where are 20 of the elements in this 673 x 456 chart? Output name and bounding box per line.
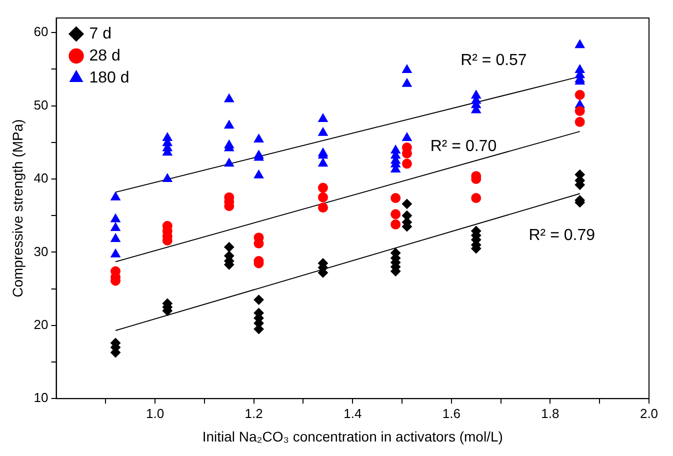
x-tick-label: 1.8 [541,406,560,421]
y-tick-label: 30 [34,244,48,259]
x-tick-label: 1.0 [146,406,164,421]
x-axis-title: Initial Na₂CO₃ concentration in activators (mol/L) [202,428,503,444]
annotation: R² = 0.57 [460,52,527,70]
x-tick-label: 1.6 [442,406,460,421]
y-axis-title: Compressive strength (MPa) [9,119,26,298]
y-tick-label: 40 [34,170,48,186]
annotation: R² = 0.70 [430,138,497,156]
y-tick-label: 20 [34,316,48,332]
legend-label: 180 d [89,69,130,86]
y-tick-label: 50 [34,97,48,112]
annotation: R² = 0.79 [528,227,596,244]
legend-label: 7 d [89,25,112,42]
legend-label: 28 d [89,47,120,64]
y-tick-label: 60 [34,24,48,40]
x-tick-label: 1.4 [344,406,362,421]
x-tick-label: 2.0 [640,406,658,421]
x-tick-label: 1.2 [244,406,263,421]
y-tick-label: 10 [34,390,48,406]
